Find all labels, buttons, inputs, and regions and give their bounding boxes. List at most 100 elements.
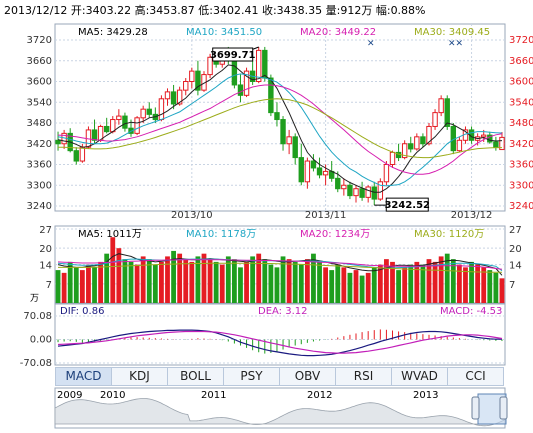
- volume-bar: [86, 264, 91, 303]
- high-callout-box: [212, 47, 254, 62]
- volume-ma-line-ma5: [57, 253, 503, 276]
- high-callout-label: 3699.71: [210, 50, 256, 61]
- navigator-handle[interactable]: [471, 396, 480, 420]
- candle-body: [237, 84, 244, 96]
- candle-body: [383, 164, 390, 183]
- tab-boll[interactable]: BOLL: [168, 367, 224, 386]
- tab-macd[interactable]: MACD: [55, 367, 112, 386]
- candle-body: [341, 184, 347, 190]
- volume-bar: [469, 261, 474, 303]
- legend-ma5: MA5: 3429.28: [78, 27, 148, 38]
- price-tick-left: 3660: [27, 56, 52, 67]
- candle-body: [79, 146, 86, 162]
- volume-bar: [353, 270, 359, 303]
- tab-kdj[interactable]: KDJ: [112, 367, 168, 386]
- volume-bar: [359, 275, 365, 303]
- candle-body: [55, 139, 61, 145]
- candle-body: [134, 117, 140, 134]
- candle-body: [146, 108, 152, 115]
- candle-body: [292, 136, 298, 159]
- price-tick-left: 3240: [27, 201, 52, 212]
- tab-wvad[interactable]: WVAD: [392, 367, 448, 386]
- volume-bar: [438, 256, 444, 303]
- navigator-handle[interactable]: [499, 396, 508, 420]
- volume-bar: [250, 256, 256, 303]
- candle-body: [493, 141, 499, 148]
- legend-ma10: MA10: 3451.50: [186, 27, 263, 38]
- candle-body: [183, 81, 189, 91]
- volume-tick-right: 7: [509, 280, 515, 291]
- volume-bar: [159, 261, 164, 303]
- price-tick-right: 3540: [509, 97, 533, 108]
- volume-tick-left: 14: [39, 261, 52, 272]
- legend-macd: MACD: -4.53: [440, 306, 503, 317]
- volume-bar: [347, 272, 353, 303]
- candle-body: [110, 119, 116, 133]
- volume-bar: [231, 259, 237, 303]
- tool-xx-icon[interactable]: ✕✕: [448, 39, 464, 49]
- legend-ma30: MA30: 3409.45: [414, 27, 491, 38]
- candle-body: [256, 49, 262, 82]
- vol-legend-ma20: MA20: 1234万: [300, 229, 371, 240]
- candle-body: [335, 177, 341, 190]
- volume-bar: [329, 270, 335, 303]
- volume-bar: [262, 259, 268, 303]
- volume-unit-label: 万: [30, 294, 40, 304]
- candle-body: [310, 160, 317, 169]
- price-tick-left: 3600: [27, 77, 52, 88]
- legend-ma20: MA20: 3449.22: [300, 27, 377, 38]
- volume-bar: [475, 264, 481, 303]
- volume-bar: [152, 264, 158, 303]
- vol-legend-ma5: MA5: 1011万: [78, 229, 142, 240]
- volume-bar: [487, 270, 493, 303]
- candle-body: [420, 136, 426, 145]
- volume-bar: [371, 267, 377, 303]
- nav-year-2009: 2009: [57, 390, 83, 401]
- candle-body: [195, 70, 201, 91]
- volume-bar: [256, 253, 262, 303]
- tool-x-icon[interactable]: ✕: [367, 39, 375, 49]
- volume-bar: [104, 253, 110, 303]
- volume-tick-right: 14: [509, 261, 522, 272]
- ohlc-header: 2013/12/12 开:3403.22 高:3453.87 低:3402.41…: [4, 4, 426, 17]
- price-tick-right: 3720: [509, 35, 533, 46]
- price-tick-right: 3420: [509, 139, 533, 150]
- candle-body: [401, 143, 408, 159]
- tab-rsi[interactable]: RSI: [336, 367, 392, 386]
- indicator-tabs: MACD KDJ BOLL PSY OBV RSI WVAD CCI: [55, 367, 504, 386]
- volume-bar: [171, 250, 176, 303]
- candle-body: [499, 136, 505, 151]
- candle-body: [408, 143, 414, 150]
- price-tick-left: 3420: [27, 139, 52, 150]
- volume-bar: [183, 259, 189, 303]
- volume-bar: [481, 267, 487, 303]
- price-tick-right: 3360: [509, 160, 533, 171]
- tab-cci[interactable]: CCI: [448, 367, 504, 386]
- volume-bar: [292, 261, 298, 303]
- price-tick-left: 3300: [27, 180, 52, 191]
- tab-psy[interactable]: PSY: [224, 367, 280, 386]
- candle-body: [286, 136, 292, 145]
- candle-body: [481, 134, 487, 138]
- candle-body: [207, 56, 213, 76]
- candle-body: [426, 125, 432, 145]
- candle-body: [243, 70, 250, 96]
- volume-bar: [61, 272, 67, 303]
- price-tick-right: 3240: [509, 201, 533, 212]
- volume-bar: [280, 256, 286, 303]
- volume-bar: [238, 267, 243, 303]
- volume-bar: [92, 267, 97, 303]
- macd-tick: 70.08: [23, 311, 52, 322]
- macd-tick: -70.08: [20, 358, 52, 369]
- volume-bar: [365, 272, 371, 303]
- volume-ma-line-ma20: [57, 259, 503, 270]
- candle-body: [231, 60, 238, 86]
- volume-bar: [73, 267, 79, 303]
- tab-obv[interactable]: OBV: [280, 367, 336, 386]
- candle-body: [322, 170, 329, 176]
- volume-bar: [317, 261, 322, 303]
- volume-bar: [110, 237, 116, 303]
- volume-bar: [140, 256, 146, 303]
